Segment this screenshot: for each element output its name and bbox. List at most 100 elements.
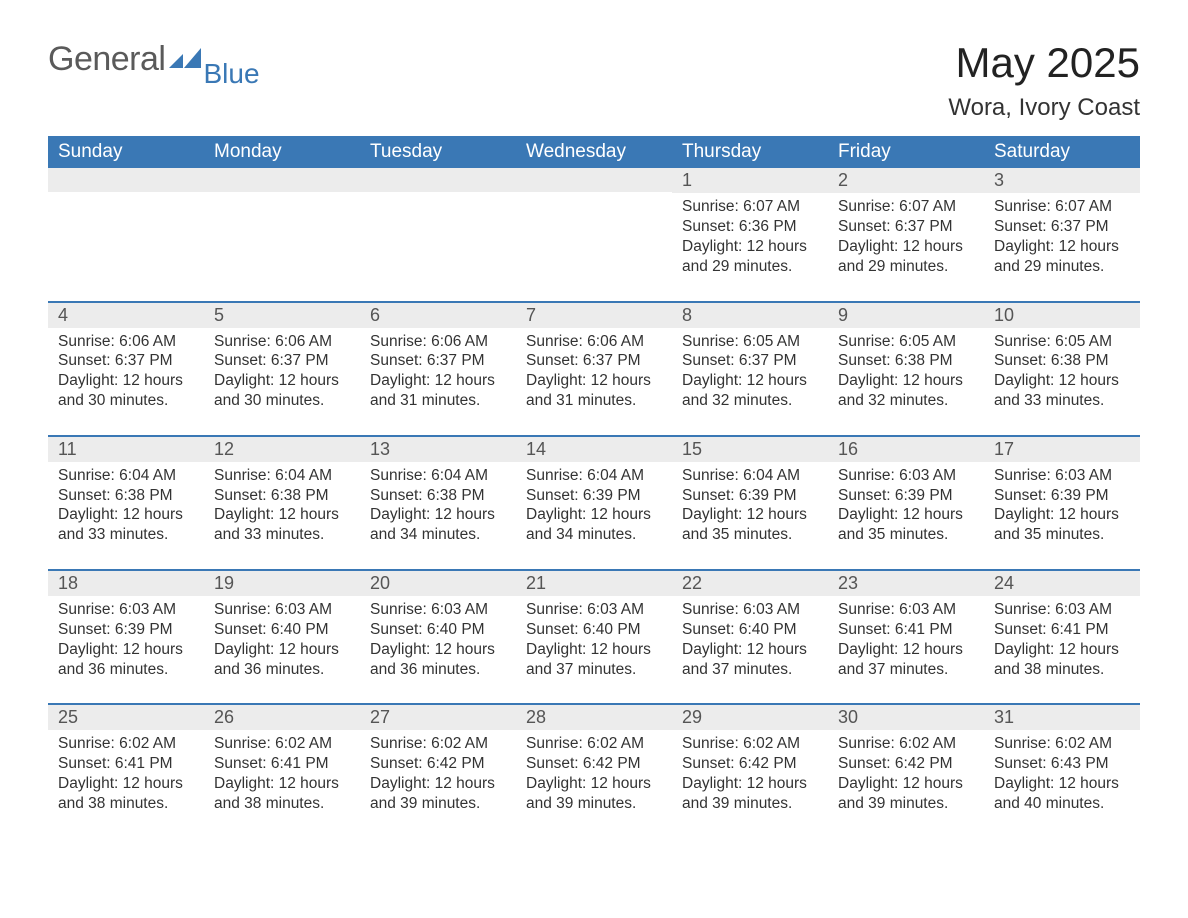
sunrise-text: Sunrise: 6:03 AM [994,600,1130,620]
daylight-text: Daylight: 12 hours and 36 minutes. [214,640,350,680]
daylight-text: Daylight: 12 hours and 40 minutes. [994,774,1130,814]
day-body: Sunrise: 6:03 AMSunset: 6:40 PMDaylight:… [204,596,360,703]
day-cell [360,168,516,301]
day-number: 24 [984,571,1140,596]
day-number [204,168,360,192]
day-number: 16 [828,437,984,462]
daylight-text: Daylight: 12 hours and 31 minutes. [370,371,506,411]
day-number: 25 [48,705,204,730]
weekday-header: Saturday [984,136,1140,168]
daylight-text: Daylight: 12 hours and 36 minutes. [370,640,506,680]
day-body: Sunrise: 6:03 AMSunset: 6:39 PMDaylight:… [984,462,1140,569]
daylight-text: Daylight: 12 hours and 30 minutes. [214,371,350,411]
day-cell: 12Sunrise: 6:04 AMSunset: 6:38 PMDayligh… [204,436,360,570]
sunset-text: Sunset: 6:38 PM [370,486,506,506]
day-body: Sunrise: 6:03 AMSunset: 6:39 PMDaylight:… [48,596,204,703]
day-body: Sunrise: 6:02 AMSunset: 6:42 PMDaylight:… [672,730,828,837]
day-body: Sunrise: 6:04 AMSunset: 6:38 PMDaylight:… [48,462,204,569]
day-cell [48,168,204,301]
daylight-text: Daylight: 12 hours and 29 minutes. [682,237,818,277]
sunrise-text: Sunrise: 6:03 AM [370,600,506,620]
week-row: 4Sunrise: 6:06 AMSunset: 6:37 PMDaylight… [48,302,1140,436]
day-number: 23 [828,571,984,596]
day-cell: 17Sunrise: 6:03 AMSunset: 6:39 PMDayligh… [984,436,1140,570]
sunset-text: Sunset: 6:37 PM [370,351,506,371]
day-number: 26 [204,705,360,730]
sunset-text: Sunset: 6:39 PM [58,620,194,640]
day-cell: 8Sunrise: 6:05 AMSunset: 6:37 PMDaylight… [672,302,828,436]
daylight-text: Daylight: 12 hours and 38 minutes. [214,774,350,814]
sunset-text: Sunset: 6:37 PM [994,217,1130,237]
sunset-text: Sunset: 6:38 PM [58,486,194,506]
day-cell: 4Sunrise: 6:06 AMSunset: 6:37 PMDaylight… [48,302,204,436]
day-body: Sunrise: 6:02 AMSunset: 6:41 PMDaylight:… [204,730,360,837]
day-number: 17 [984,437,1140,462]
calendar-table: SundayMondayTuesdayWednesdayThursdayFrid… [48,136,1140,838]
sunrise-text: Sunrise: 6:04 AM [370,466,506,486]
daylight-text: Daylight: 12 hours and 39 minutes. [370,774,506,814]
day-cell: 16Sunrise: 6:03 AMSunset: 6:39 PMDayligh… [828,436,984,570]
day-body: Sunrise: 6:06 AMSunset: 6:37 PMDaylight:… [48,328,204,435]
day-cell [204,168,360,301]
day-cell: 19Sunrise: 6:03 AMSunset: 6:40 PMDayligh… [204,570,360,704]
day-cell: 25Sunrise: 6:02 AMSunset: 6:41 PMDayligh… [48,704,204,837]
day-cell: 18Sunrise: 6:03 AMSunset: 6:39 PMDayligh… [48,570,204,704]
sunrise-text: Sunrise: 6:02 AM [526,734,662,754]
day-cell: 9Sunrise: 6:05 AMSunset: 6:38 PMDaylight… [828,302,984,436]
day-cell: 26Sunrise: 6:02 AMSunset: 6:41 PMDayligh… [204,704,360,837]
day-cell: 30Sunrise: 6:02 AMSunset: 6:42 PMDayligh… [828,704,984,837]
sunset-text: Sunset: 6:42 PM [370,754,506,774]
day-body: Sunrise: 6:06 AMSunset: 6:37 PMDaylight:… [204,328,360,435]
day-body: Sunrise: 6:04 AMSunset: 6:38 PMDaylight:… [360,462,516,569]
daylight-text: Daylight: 12 hours and 32 minutes. [838,371,974,411]
day-body [48,192,204,292]
day-cell: 27 Sunrise: 6:02 AMSunset: 6:42 PMDayligh… [360,704,516,837]
day-body: Sunrise: 6:03 AMSunset: 6:40 PMDaylight:… [360,596,516,703]
sunset-text: Sunset: 6:41 PM [214,754,350,774]
weekday-header: Friday [828,136,984,168]
day-cell: 20Sunrise: 6:03 AMSunset: 6:40 PMDayligh… [360,570,516,704]
day-body: Sunrise: 6:07 AMSunset: 6:37 PMDaylight:… [984,193,1140,300]
day-number [516,168,672,192]
day-number: 27 [360,705,516,730]
day-body: Sunrise: 6:03 AMSunset: 6:39 PMDaylight:… [828,462,984,569]
sunset-text: Sunset: 6:39 PM [526,486,662,506]
sunset-text: Sunset: 6:41 PM [994,620,1130,640]
day-body: Sunrise: 6:07 AMSunset: 6:36 PMDaylight:… [672,193,828,300]
day-body: Sunrise: 6:06 AMSunset: 6:37 PMDaylight:… [360,328,516,435]
daylight-text: Daylight: 12 hours and 31 minutes. [526,371,662,411]
day-cell: 15Sunrise: 6:04 AMSunset: 6:39 PMDayligh… [672,436,828,570]
sunrise-text: Sunrise: 6:07 AM [994,197,1130,217]
calendar-header-row: SundayMondayTuesdayWednesdayThursdayFrid… [48,136,1140,168]
sunrise-text: Sunrise: 6:07 AM [682,197,818,217]
day-number: 3 [984,168,1140,193]
day-body: Sunrise: 6:03 AMSunset: 6:40 PMDaylight:… [672,596,828,703]
day-cell [516,168,672,301]
sunrise-text: Sunrise: 6:02 AM [838,734,974,754]
day-body: Sunrise: 6:02 AMSunset: 6:42 PMDaylight:… [828,730,984,837]
week-row: 18Sunrise: 6:03 AMSunset: 6:39 PMDayligh… [48,570,1140,704]
daylight-text: Daylight: 12 hours and 39 minutes. [838,774,974,814]
day-body [516,192,672,292]
day-number: 13 [360,437,516,462]
weekday-header: Sunday [48,136,204,168]
sunset-text: Sunset: 6:40 PM [370,620,506,640]
sunset-text: Sunset: 6:37 PM [58,351,194,371]
day-number: 6 [360,303,516,328]
sunset-text: Sunset: 6:38 PM [838,351,974,371]
sunset-text: Sunset: 6:42 PM [682,754,818,774]
sunrise-text: Sunrise: 6:06 AM [370,332,506,352]
day-number: 5 [204,303,360,328]
daylight-text: Daylight: 12 hours and 38 minutes. [58,774,194,814]
day-cell: 28Sunrise: 6:02 AMSunset: 6:42 PMDayligh… [516,704,672,837]
day-body: Sunrise: 6:05 AMSunset: 6:38 PMDaylight:… [828,328,984,435]
day-number: 19 [204,571,360,596]
sunset-text: Sunset: 6:39 PM [682,486,818,506]
day-number: 15 [672,437,828,462]
sunrise-text: Sunrise: 6:04 AM [214,466,350,486]
sunrise-text: Sunrise: 6:02 AM [370,734,506,754]
day-body [204,192,360,292]
day-cell: 31Sunrise: 6:02 AMSunset: 6:43 PMDayligh… [984,704,1140,837]
sunrise-text: Sunrise: 6:05 AM [994,332,1130,352]
sunrise-text: Sunrise: 6:04 AM [526,466,662,486]
